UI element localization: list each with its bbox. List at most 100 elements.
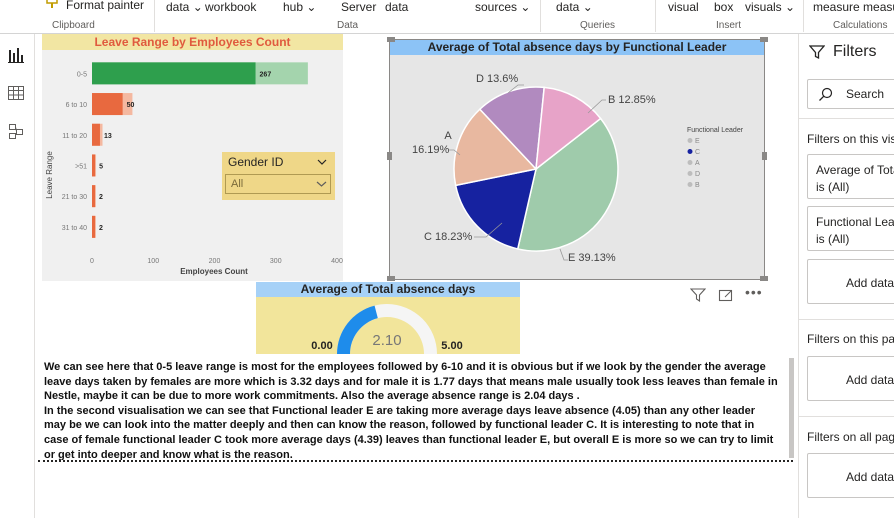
add-data-label: Add data (846, 470, 894, 484)
sql-server-button[interactable]: Server (341, 0, 377, 14)
bar-data-label: 5 (99, 163, 103, 170)
x-tick-label: 100 (147, 258, 159, 265)
text-box-scrollbar[interactable] (789, 358, 794, 458)
bar-data-label: 2 (99, 194, 103, 201)
narrative-text-box[interactable]: We can see here that 0-5 leave range is … (38, 358, 793, 462)
add-data-fields-visual[interactable]: Add data (807, 259, 894, 304)
recent-sources-label: sources (475, 0, 518, 14)
more-options-icon[interactable]: ••• (745, 284, 763, 300)
legend-title: Functional Leader (687, 127, 744, 134)
new-measure-button[interactable]: measure measu (813, 0, 894, 14)
filter-icon (809, 45, 825, 60)
narrative-paragraph-1: We can see here that 0-5 leave range is … (44, 361, 778, 403)
chevron-down-icon: ⌄ (517, 0, 531, 14)
more-visuals-dropdown[interactable]: visuals ⌄ (745, 0, 795, 14)
legend-item[interactable]: C (695, 149, 700, 156)
bar-chart-plot: 0-5 267 6 to 10 50 11 to 20 13 >51 5 21 to 30 2 31… (45, 62, 343, 276)
pie-chart-plot: E 39.13% C 18.23% A 16.19% D 13.6% B 12.85% Fu… (412, 73, 744, 264)
legend-item[interactable]: E (695, 138, 700, 145)
pie-slice[interactable] (453, 108, 538, 187)
filters-on-all-pages-heading: Filters on all page (807, 430, 894, 444)
bar[interactable] (92, 154, 96, 177)
view-switcher (0, 34, 35, 518)
get-data-dropdown[interactable]: data ⌄ (166, 0, 203, 14)
narrative-paragraph-2: In the second visualisation we can see t… (44, 404, 774, 461)
add-data-fields-page[interactable]: Add data (807, 356, 894, 401)
more-visuals-label: visuals (745, 0, 782, 14)
bar-chart-title: Leave Range by Employees Count (42, 34, 343, 50)
legend-item[interactable]: B (695, 182, 700, 189)
legend-marker (687, 149, 693, 154)
resize-handle-right[interactable] (762, 152, 767, 160)
pie-leader-line (559, 248, 568, 261)
filters-search-input[interactable]: Search (807, 79, 894, 109)
gauge-value: 2.10 (372, 332, 401, 349)
gender-dropdown-value: All (231, 178, 244, 190)
bar-category-label: 31 to 40 (62, 225, 87, 232)
gender-slicer[interactable]: Gender ID All (222, 152, 335, 200)
resize-handle-bottom-left[interactable] (387, 276, 395, 281)
chevron-down-icon: ⌄ (579, 0, 593, 14)
data-group-label: Data (337, 20, 359, 31)
pie-data-label: B 12.85% (608, 94, 656, 106)
bar[interactable] (92, 123, 100, 146)
bar-data-label: 267 (260, 71, 272, 78)
resize-handle-left[interactable] (387, 152, 392, 160)
clipboard-group-label: Clipboard (52, 20, 95, 31)
gauge-plot: 2.10 0.00 5.00 (311, 304, 463, 354)
add-data-fields-all-pages[interactable]: Add data (807, 453, 894, 498)
absence-days-gauge[interactable]: Average of Total absence days 2.10 0.00 … (256, 282, 520, 354)
filters-search-placeholder: Search (846, 87, 885, 101)
gauge-fill (337, 305, 378, 354)
resize-handle-top-right[interactable] (760, 37, 768, 42)
bar-category-label: 6 to 10 (66, 102, 88, 109)
filter-card-average-absence[interactable]: Average of Tota is (All) (807, 154, 894, 199)
gender-dropdown[interactable]: All (225, 174, 331, 194)
slicer-title: Gender ID (228, 155, 284, 169)
leave-range-bar-chart[interactable]: Leave Range by Employees Count 0-5 267 6 t… (42, 34, 343, 281)
legend-item[interactable]: D (695, 171, 700, 178)
add-data-label: Add data (846, 276, 894, 290)
table-view-icon[interactable] (7, 84, 25, 102)
format-painter-icon[interactable] (45, 0, 61, 10)
bar[interactable] (92, 93, 123, 116)
gauge-max-label: 5.00 (441, 340, 462, 352)
y-axis-title: Leave Range (45, 151, 54, 199)
bar-data-label: 13 (104, 133, 112, 140)
bar[interactable] (92, 215, 95, 238)
bar-category-label: 0-5 (77, 71, 87, 78)
pie-category-label: A (444, 130, 452, 142)
pie-slice[interactable] (454, 168, 537, 250)
pie-slice[interactable] (516, 117, 619, 252)
filter-card-functional-leader[interactable]: Functional Lead is (All) (807, 206, 894, 251)
filters-pane: Filters Search Filters on this visu Aver… (798, 34, 894, 518)
text-box-button[interactable]: box (714, 0, 734, 14)
report-view-icon[interactable] (7, 46, 25, 64)
functional-leader-pie-chart[interactable]: Average of Total absence days by Functio… (387, 37, 768, 281)
filters-on-page-heading: Filters on this pag (807, 332, 894, 346)
format-painter-button[interactable]: Format painter (66, 0, 145, 12)
legend-item[interactable]: A (695, 160, 700, 167)
data-hub-dropdown[interactable]: hub ⌄ (283, 0, 316, 14)
pie-slice[interactable] (535, 86, 602, 171)
model-view-icon[interactable] (7, 122, 25, 140)
bar[interactable] (92, 185, 95, 208)
recent-sources-dropdown[interactable]: sources ⌄ (475, 0, 530, 14)
filter-icon[interactable] (690, 288, 706, 302)
search-icon (819, 87, 833, 101)
filter-card-state: is (All) (816, 232, 850, 246)
pie-chart-title: Average of Total absence days by Functio… (390, 40, 764, 55)
enter-data-button[interactable]: data (385, 0, 409, 14)
pie-data-label: E 39.13% (568, 252, 616, 264)
resize-handle-bottom-right[interactable] (760, 276, 768, 281)
resize-handle-top-left[interactable] (387, 37, 395, 42)
transform-data-dropdown[interactable]: data ⌄ (556, 0, 593, 14)
bar[interactable] (92, 62, 256, 85)
bar-data-label: 50 (127, 102, 135, 109)
focus-mode-icon[interactable] (718, 288, 734, 302)
x-tick-label: 200 (209, 258, 221, 265)
excel-workbook-button[interactable]: workbook (205, 0, 257, 14)
new-visual-button[interactable]: visual (668, 0, 699, 14)
pie-leader-line (587, 99, 606, 114)
chevron-down-icon[interactable] (317, 158, 327, 166)
